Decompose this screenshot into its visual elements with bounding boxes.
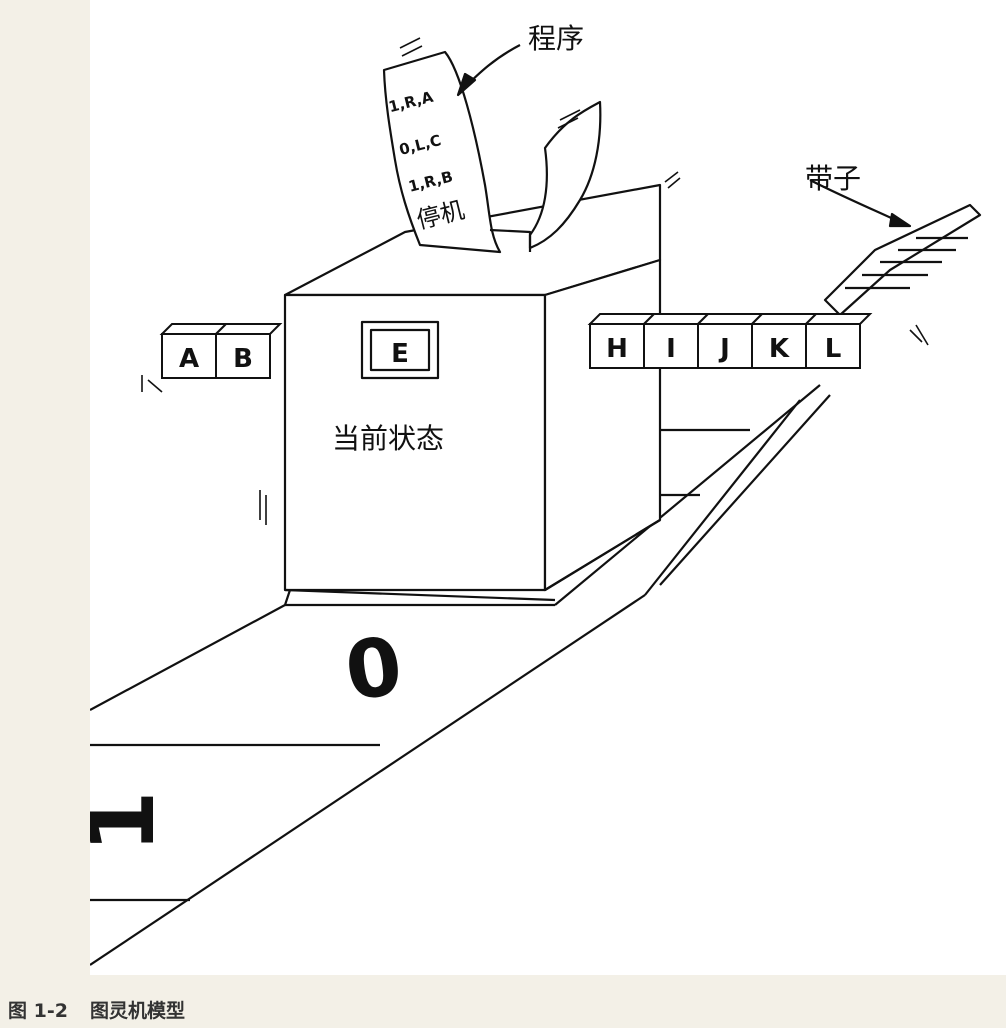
right-cell-letter-2: I xyxy=(666,334,676,364)
right-cell-letter-5: L xyxy=(825,334,842,364)
ground-digit-1: 1 xyxy=(90,790,175,853)
ground-tape xyxy=(90,384,831,966)
current-state-label: 当前状态 xyxy=(332,422,444,455)
left-cell-letter-2: B xyxy=(233,344,253,374)
right-cell-5: L xyxy=(803,313,873,369)
caption-number: 图 1-2 xyxy=(8,1000,68,1022)
state-window xyxy=(360,320,440,380)
left-cell-2: B xyxy=(213,323,283,379)
right-cell-letter-4: K xyxy=(769,334,790,364)
left-cell-letter-1: A xyxy=(179,344,199,374)
tape-label: 带子 xyxy=(805,162,861,195)
right-cell-1: H xyxy=(587,313,657,369)
right-cell-2: I xyxy=(641,313,711,369)
tape-right-cells: H I J K L xyxy=(587,313,873,369)
right-cell-letter-3: J xyxy=(718,334,730,364)
motion-marks xyxy=(141,37,929,525)
program-card-shape xyxy=(382,50,602,254)
program-arrow xyxy=(456,44,521,97)
right-cell-4: K xyxy=(749,313,819,369)
right-cell-3: J xyxy=(695,313,765,369)
caption-title: 图灵机模型 xyxy=(89,1000,185,1022)
program-label: 程序 xyxy=(528,22,584,55)
ground-digit-0: 0 xyxy=(340,619,408,719)
tape-arrow xyxy=(809,179,912,228)
state-symbol: E xyxy=(391,339,409,369)
right-cell-letter-1: H xyxy=(606,334,628,364)
figure-caption: 图 1-2 图灵机模型 xyxy=(8,996,185,1023)
